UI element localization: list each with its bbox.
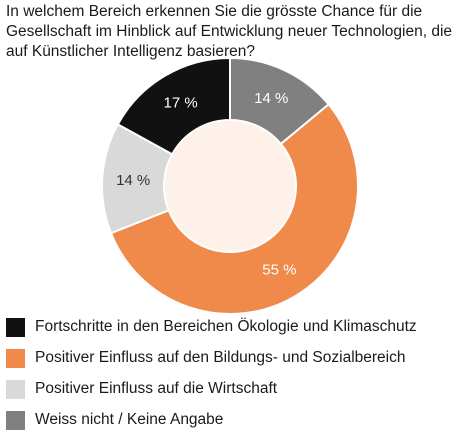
donut-hole [165,121,295,251]
legend-label-bildung: Positiver Einfluss auf den Bildungs- und… [35,349,406,366]
legend-swatch-wirtschaft [6,379,25,399]
slice-bildung-label: 55 % [262,261,296,278]
legend-item-keine-angabe: Weiss nicht / Keine Angabe [6,409,456,431]
chart-legend: Fortschritte in den Bereichen Ökologie u… [6,316,456,440]
chart-title: In welchem Bereich erkennen Sie die grös… [6,3,453,60]
legend-swatch-keine-angabe [6,410,25,430]
slice-oekologie [116,56,231,156]
legend-label-keine-angabe: Weiss nicht / Keine Angabe [35,411,224,428]
legend-item-bildung: Positiver Einfluss auf den Bildungs- und… [6,347,456,369]
slice-wirtschaft-label: 14 % [116,172,150,189]
donut-chart: 14 % 55 % 14 % 17 % [101,56,359,315]
legend-swatch-bildung [6,348,25,368]
legend-swatch-oekologie [6,317,25,337]
slice-bildung [109,103,359,315]
slice-keine-angabe-label: 14 % [254,90,288,107]
slice-oekologie-label: 17 % [164,95,198,112]
legend-item-wirtschaft: Positiver Einfluss auf die Wirtschaft [6,378,456,400]
legend-label-oekologie: Fortschritte in den Bereichen Ökologie u… [35,318,417,335]
legend-item-oekologie: Fortschritte in den Bereichen Ökologie u… [6,316,456,338]
legend-label-wirtschaft: Positiver Einfluss auf die Wirtschaft [35,380,278,397]
